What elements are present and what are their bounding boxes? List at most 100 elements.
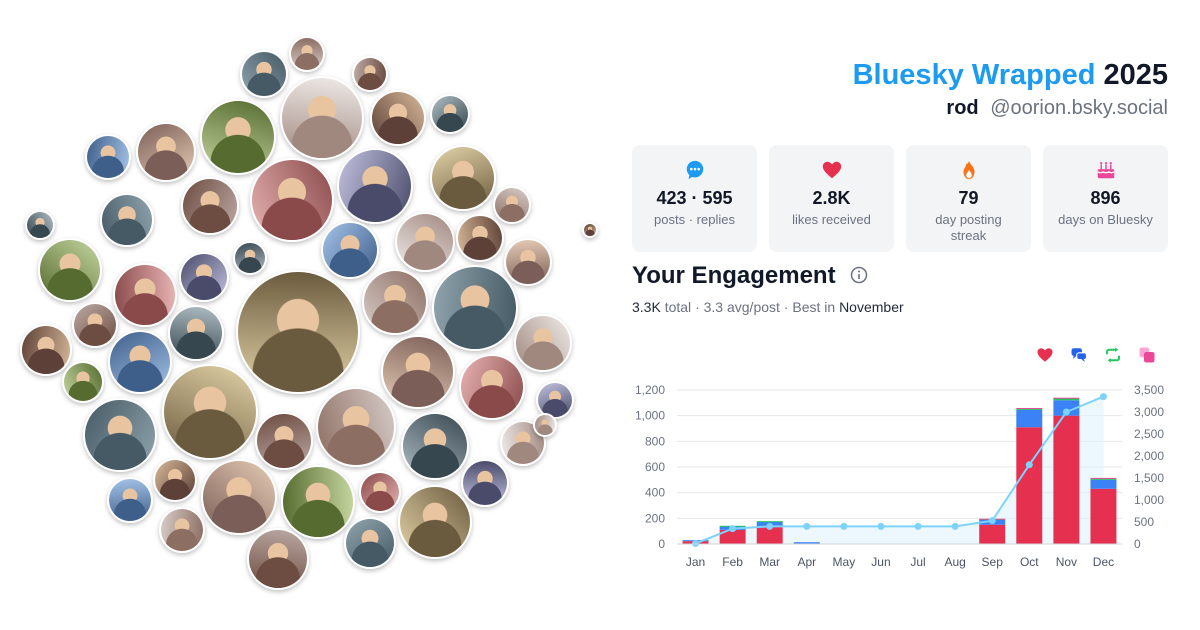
stat-card-posts: 423 · 595 posts · replies [632,145,757,252]
x-tick: Feb [722,555,743,569]
y-tick-right: 0 [1134,537,1141,551]
avatar[interactable] [162,364,258,460]
avatar[interactable] [255,412,313,470]
avatar[interactable] [236,270,360,394]
avatar[interactable] [201,459,277,535]
bar-replies-oct [1016,409,1043,428]
avatar[interactable] [459,354,525,420]
y-tick-left: 0 [658,537,665,551]
avatar[interactable] [62,361,104,403]
avatar[interactable] [72,302,118,348]
avatar[interactable] [359,471,401,513]
chat-bubble-icon [686,160,703,180]
stat-value: 79 [958,188,979,208]
y-tick-left: 1,000 [635,409,665,423]
avatar[interactable] [398,485,472,559]
x-tick: Apr [797,555,816,569]
cumulative-point [1099,393,1107,401]
avatar[interactable] [432,265,518,351]
bar-reposts-mar [756,521,783,523]
avatar[interactable] [113,263,177,327]
avatar[interactable] [168,305,224,361]
y-tick-right: 3,500 [1134,383,1164,397]
stat-label: posts · replies [654,212,735,227]
avatar[interactable] [344,517,396,569]
user-line: rod @oorion.bsky.social [853,94,1168,122]
avatar[interactable] [536,381,574,419]
avatar[interactable] [38,238,102,302]
avatar[interactable] [181,177,239,235]
avatar[interactable] [280,76,364,160]
avatar[interactable] [100,193,154,247]
avatar[interactable] [281,465,355,539]
cumulative-point [729,525,737,533]
y-tick-left: 800 [645,434,665,448]
heart-icon[interactable] [1036,346,1054,364]
avatar[interactable] [159,507,205,553]
avatar[interactable] [337,148,413,224]
avatar[interactable] [461,459,509,507]
stat-card-streak: 79 day posting streak [906,145,1031,252]
avatar[interactable] [493,186,531,224]
avatar[interactable] [362,269,428,335]
avatar[interactable] [430,145,496,211]
repost-icon[interactable] [1104,346,1122,364]
avatar[interactable] [456,214,504,262]
engagement-chart: 0 200 400 600 800 1,000 1,200 0 500 1,000 1,500 2,0… [635,383,1164,569]
avatar[interactable] [85,134,131,180]
fire-icon [963,160,974,180]
y-tick-left: 400 [645,486,665,500]
avatar[interactable] [25,210,55,240]
user-handle[interactable]: @oorion.bsky.social [990,97,1168,119]
avatar[interactable] [250,158,334,242]
avatar[interactable] [108,330,172,394]
x-tick: Dec [1093,555,1114,569]
page-title: Bluesky Wrapped 2025 [853,56,1168,94]
bar-replies-apr [793,542,820,544]
cumulative-point [1062,408,1070,416]
stat-card-likes: 2.8K likes received [769,145,894,252]
avatar[interactable] [316,387,396,467]
avatar[interactable] [240,50,288,98]
avatar[interactable] [153,458,197,502]
x-tick: Mar [759,555,780,569]
avatar[interactable] [430,94,470,134]
avatar[interactable] [401,412,469,480]
quote-icon[interactable] [1138,346,1156,364]
info-icon[interactable] [850,266,868,284]
avatar[interactable] [533,413,557,437]
bar-replies-nov [1053,400,1080,416]
avatar[interactable] [107,477,153,523]
avatar[interactable] [136,122,196,182]
y-tick-left: 600 [645,460,665,474]
avatar[interactable] [381,335,455,409]
brand-title: Bluesky Wrapped [852,59,1096,91]
avatar[interactable] [395,212,455,272]
year-title: 2025 [1103,59,1168,91]
x-tick: Sep [982,555,1004,569]
avatar-cloud [20,36,598,590]
avatar[interactable] [514,314,572,372]
avatar[interactable] [370,90,426,146]
stat-label: likes received [792,212,871,227]
reply-bubbles-icon[interactable] [1070,346,1088,364]
y-tick-left: 1,200 [635,383,665,397]
y-tick-right: 2,000 [1134,449,1164,463]
x-tick: Jan [686,555,705,569]
cumulative-point [877,522,885,530]
bar-likes-dec [1090,488,1117,544]
x-tick: Oct [1020,555,1039,569]
avatar[interactable] [582,222,598,238]
avatar[interactable] [233,241,267,275]
avatar[interactable] [179,252,229,302]
y-tick-right: 2,500 [1134,427,1164,441]
avatar[interactable] [289,36,325,72]
bar-replies-dec [1090,479,1117,489]
y-tick-right: 3,000 [1134,405,1164,419]
engagement-summary: 3.3K total · 3.3 avg/post · Best in Nove… [632,299,904,315]
cumulative-point [914,522,922,530]
avatar[interactable] [83,398,157,472]
y-tick-right: 1,000 [1134,493,1164,507]
avatar[interactable] [20,324,72,376]
avatar[interactable] [247,528,309,590]
